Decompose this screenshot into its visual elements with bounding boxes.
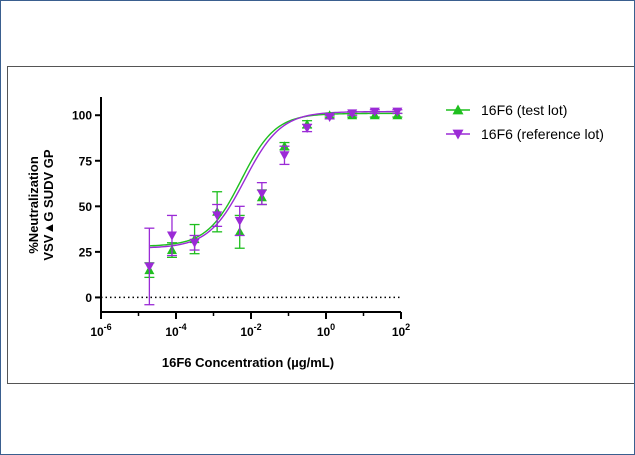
- legend-label: 16F6 (test lot): [481, 102, 567, 118]
- data-points-layer: [144, 107, 403, 306]
- fit-curve-test-lot: [149, 112, 398, 247]
- y-tick-label: 0: [85, 291, 92, 305]
- data-point: [392, 107, 403, 117]
- x-tick-label: 10-6: [90, 322, 111, 339]
- data-point: [166, 231, 177, 241]
- data-point: [324, 113, 335, 123]
- y-axis-label-line1: %Neutralization: [26, 156, 41, 254]
- data-point: [234, 216, 245, 226]
- data-point: [212, 211, 223, 221]
- data-point: [144, 262, 155, 272]
- y-tick-label: 75: [79, 154, 93, 168]
- data-point: [189, 238, 200, 248]
- x-tick-label: 100: [317, 322, 335, 339]
- y-tick-label: 25: [79, 245, 93, 259]
- data-point: [279, 151, 290, 161]
- chart-panel: [7, 66, 634, 384]
- y-tick-label: 50: [79, 200, 93, 214]
- legend-marker: [452, 129, 464, 140]
- legend-label: 16F6 (reference lot): [481, 126, 604, 142]
- data-point: [256, 189, 267, 199]
- x-tick-label: 102: [392, 322, 410, 339]
- axes-layer: 0 25 50 75 100 10-6 10-4 10-2 100 102: [72, 97, 410, 339]
- x-tick-label: 10-2: [240, 322, 261, 339]
- legend: 16F6 (test lot) 16F6 (reference lot): [446, 102, 604, 142]
- y-tick-label: 100: [72, 109, 92, 123]
- x-tick-label: 10-4: [165, 322, 186, 339]
- y-axis-label-line2: VSV▲G SUDV GP: [41, 149, 56, 260]
- legend-marker: [452, 104, 464, 115]
- data-point: [369, 107, 380, 117]
- x-axis-label: 16F6 Concentration (µg/mL): [162, 355, 334, 370]
- data-point: [302, 123, 313, 133]
- fit-curves-layer: [149, 110, 398, 249]
- data-point: [347, 109, 358, 119]
